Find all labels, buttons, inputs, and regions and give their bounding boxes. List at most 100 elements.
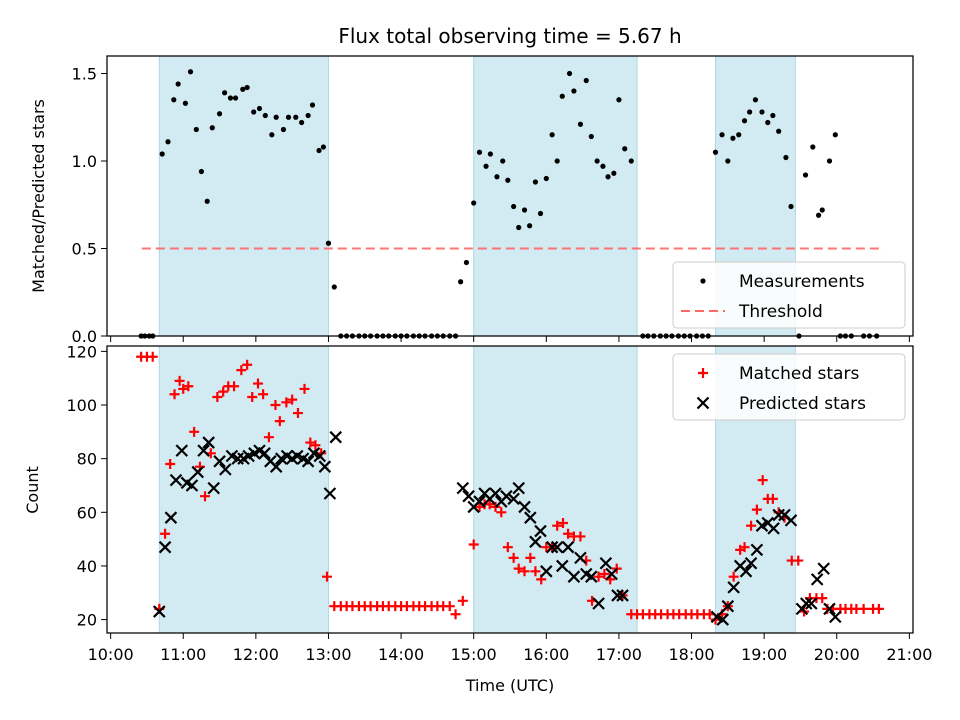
matched-star-point <box>593 571 604 582</box>
matched-star-point <box>457 595 468 606</box>
matched-star-point <box>519 566 530 577</box>
bottom-y-tick-label: 20 <box>77 611 97 630</box>
top-panel: 0.0 0.5 1.0 1.5 Matched/Predicted stars Mea… <box>29 55 914 346</box>
top-y-tick-label: 0.5 <box>72 240 97 259</box>
matched-star-point <box>739 542 750 553</box>
predicted-star-point <box>534 524 547 538</box>
predicted-star-point <box>500 489 513 503</box>
measurement-point <box>816 212 822 218</box>
measurement-point <box>583 77 589 84</box>
measurement-point <box>566 70 573 77</box>
predicted-star-point <box>611 589 624 602</box>
predicted-star-point <box>817 562 830 575</box>
predicted-star-point <box>716 613 730 626</box>
matched-star-point <box>873 603 884 614</box>
measurement-point <box>187 69 194 75</box>
matched-star-point <box>258 389 269 400</box>
x-tick-label: 13:00 <box>305 645 351 664</box>
matched-star-point <box>508 552 519 563</box>
matched-star-point <box>189 426 200 437</box>
measurement-point <box>571 88 577 94</box>
measurement-point <box>209 125 215 131</box>
measurement-point <box>802 172 809 178</box>
measurement-point <box>622 146 628 152</box>
measurement-point <box>765 119 771 126</box>
measurement-point <box>198 168 204 175</box>
matched-star-point <box>751 504 762 515</box>
legend-label: Predicted stars <box>739 394 866 414</box>
predicted-star-point <box>473 495 486 508</box>
predicted-star-point <box>574 551 587 565</box>
measurement-point <box>730 135 736 141</box>
measurement-point <box>305 112 311 119</box>
matched-star-point <box>525 552 536 563</box>
x-tick-label: 21:00 <box>886 645 932 664</box>
matched-star-point <box>212 391 223 402</box>
matched-star-point <box>484 499 495 510</box>
predicted-star-point <box>605 567 618 581</box>
measurement-point <box>505 177 511 183</box>
predicted-star-point <box>592 597 605 610</box>
measurement-point <box>309 102 316 108</box>
measurement-point <box>628 158 634 164</box>
measurement-point <box>280 126 287 133</box>
predicted-star-point <box>489 487 502 500</box>
top-y-tick-label: 0.0 <box>72 327 97 346</box>
measurement-point <box>588 133 594 140</box>
predicted-star-point <box>191 465 205 479</box>
measurement-point <box>458 279 464 285</box>
bottom-y-tick-label: 120 <box>66 342 97 361</box>
measurement-point <box>325 240 332 246</box>
predicted-star-point <box>185 479 199 492</box>
bottom-y-tick-label: 60 <box>77 503 97 522</box>
matched-star-point <box>513 563 524 574</box>
x-tick-label: 17:00 <box>596 645 642 664</box>
top-y-tick-label: 1.0 <box>72 152 97 171</box>
predicted-star-point <box>329 430 343 444</box>
bottom-plot-frame <box>106 345 914 634</box>
predicted-star-point <box>197 444 210 457</box>
matched-star-point <box>305 437 316 448</box>
matched-star-point <box>530 566 541 577</box>
predicted-star-point <box>540 565 553 578</box>
matched-star-point <box>200 491 211 502</box>
measurement-point <box>554 158 560 164</box>
bottom-legend: Matched stars Predicted stars <box>672 353 906 421</box>
measurement-point <box>719 132 725 138</box>
measurement-point <box>819 207 825 213</box>
predicted-star-point <box>318 460 332 473</box>
matched-star-point <box>858 603 869 614</box>
top-shade-interval-2 <box>473 55 638 337</box>
matched-star-point <box>575 531 586 542</box>
measurement-point <box>165 139 171 145</box>
matched-star-point <box>253 378 264 389</box>
measurement-point <box>527 223 533 229</box>
predicted-star-point <box>213 455 226 468</box>
measurement-point <box>463 259 470 266</box>
predicted-star-point <box>524 511 537 524</box>
matched-star-point <box>160 528 171 539</box>
measurement-point <box>511 203 517 210</box>
measurement-point <box>516 224 522 231</box>
measurement-point <box>293 114 299 120</box>
top-legend: Measurements Threshold <box>672 261 906 329</box>
predicted-star-point <box>823 602 836 616</box>
measurement-point <box>741 118 748 124</box>
matched-star-point <box>310 440 321 451</box>
x-tick-label: 12:00 <box>233 645 279 664</box>
matched-star-point <box>242 359 253 370</box>
predicted-star-point <box>561 540 575 554</box>
x-tick-label: 10:00 <box>88 645 134 664</box>
measurement-point <box>216 111 223 117</box>
matched-star-point <box>270 400 281 411</box>
matched-star-point <box>299 383 310 394</box>
bottom-y-tick-label: 100 <box>66 396 97 415</box>
measurement-point <box>559 93 565 99</box>
measurement-point <box>600 163 606 169</box>
predicted-star-point <box>507 492 520 506</box>
bottom-axes: 20 40 60 80 100 120 10:00 11:00 12:00 13:00 14:00 1… <box>66 342 932 664</box>
x-axis-label: Time (UTC) <box>465 676 554 695</box>
predicted-star-point <box>456 481 470 495</box>
measurement-point <box>810 144 816 150</box>
matched-star-point <box>558 518 569 529</box>
